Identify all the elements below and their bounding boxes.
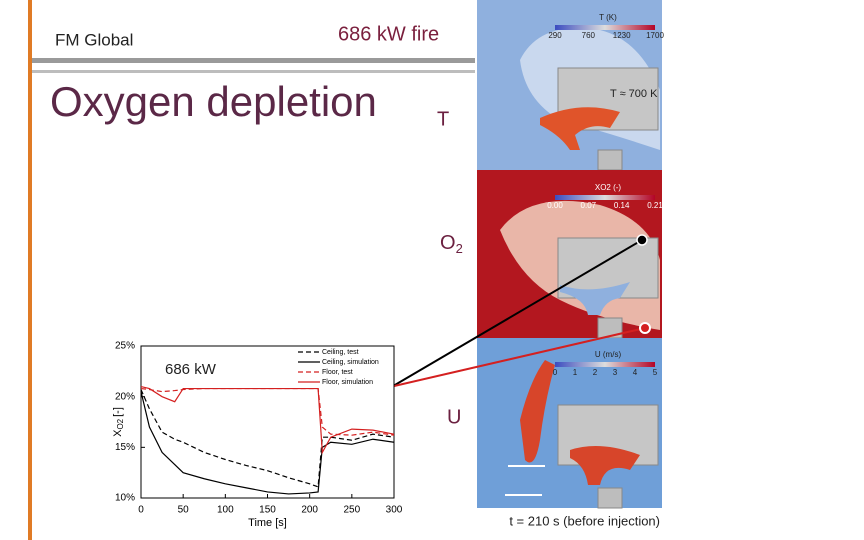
line-series — [140, 391, 395, 495]
colorbar-tick: 760 — [582, 31, 596, 40]
colorbar-title: XO2 (-) — [595, 183, 622, 192]
colorbar-tick: 0.00 — [547, 201, 563, 210]
colorbar-tick: 290 — [548, 31, 562, 40]
x-tick-label: 150 — [259, 505, 276, 516]
caption: t = 210 s (before injection) — [509, 513, 660, 528]
colorbar-tick: 4 — [633, 368, 638, 377]
annotation: 686 kW — [165, 361, 217, 378]
legend-label: Ceiling, test — [322, 349, 359, 356]
y-tick-label: 10% — [115, 493, 135, 504]
x-tick-label: 250 — [343, 505, 360, 516]
rule — [32, 70, 475, 73]
y-axis-title-part: [-] — [112, 407, 124, 417]
x-tick-label: 50 — [178, 505, 190, 516]
panel-label: U — [447, 406, 461, 428]
colorbar-tick: 0.14 — [614, 201, 630, 210]
y-axis-title-part: O2 — [116, 418, 125, 429]
cfd-shape — [597, 487, 623, 509]
accent-bar — [28, 0, 32, 540]
line-series — [140, 389, 395, 488]
line-series — [140, 385, 395, 455]
rule — [32, 58, 475, 63]
colorbar-tick: 1 — [573, 368, 578, 377]
fire-label: 686 kW fire — [338, 23, 439, 45]
cfd-shape — [570, 446, 640, 485]
colorbar-tick: 3 — [613, 368, 618, 377]
legend-label: Floor, test — [322, 369, 353, 376]
slide-title: Oxygen depletion — [50, 78, 377, 125]
x-tick-label: 0 — [138, 505, 144, 516]
x-tick-label: 100 — [217, 505, 234, 516]
cfd-shape — [560, 282, 630, 315]
probe-point — [639, 322, 651, 334]
org-name: FM Global — [55, 30, 133, 49]
colorbar-title: T (K) — [599, 13, 617, 22]
colorbar-tick: 1700 — [646, 31, 664, 40]
panel-label: T — [437, 108, 449, 130]
panel-label: O2 — [440, 232, 463, 256]
legend-label: Ceiling, simulation — [322, 359, 379, 366]
cfd-shape — [597, 149, 623, 171]
colorbar-tick: 0 — [553, 368, 558, 377]
y-tick-label: 25% — [115, 341, 135, 352]
colorbar-tick: 2 — [593, 368, 598, 377]
chart: 10% 15% 20% 25% 0 50 100 150 200 250 300 Time [s] XO… — [112, 341, 403, 529]
colorbar-tick: 0.07 — [581, 201, 597, 210]
colorbar-tick: 1230 — [613, 31, 631, 40]
legend-label: Floor, simulation — [322, 379, 373, 386]
probe-point — [636, 234, 648, 246]
colorbar-tick: 5 — [653, 368, 658, 377]
y-axis-title-part: X — [112, 429, 124, 437]
x-tick-label: 300 — [386, 505, 403, 516]
x-tick-label: 200 — [301, 505, 318, 516]
cfd-shape — [540, 107, 620, 150]
x-axis-title: Time [s] — [248, 517, 287, 529]
colorbar — [555, 362, 655, 367]
cfd-shape — [520, 360, 555, 463]
colorbar-title: U (m/s) — [595, 350, 622, 359]
cfd-panels — [477, 0, 662, 509]
colorbar — [555, 195, 655, 200]
y-tick-label: 20% — [115, 391, 135, 402]
colorbar-tick: 0.21 — [647, 201, 663, 210]
y-axis-title: XO2[-] — [112, 407, 125, 437]
y-tick-label: 15% — [115, 442, 135, 453]
note: T ≈ 700 K — [610, 88, 658, 100]
colorbar — [555, 25, 655, 30]
